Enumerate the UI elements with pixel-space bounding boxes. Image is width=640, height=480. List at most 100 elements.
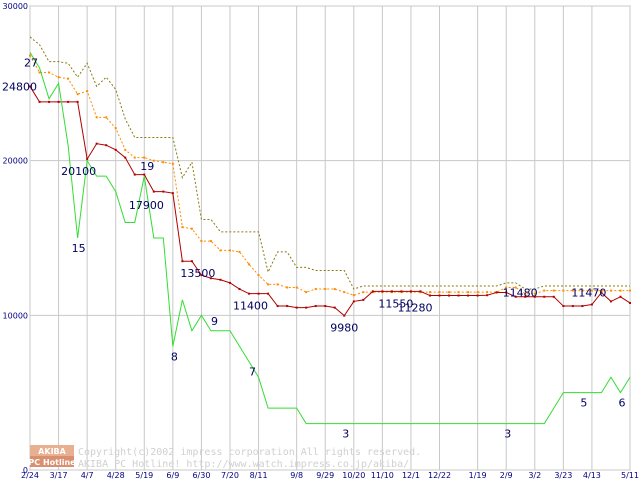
data-point: [457, 294, 460, 297]
data-label: 11470: [571, 287, 606, 300]
data-point: [600, 291, 603, 294]
x-tick-label: 8/11: [250, 471, 268, 480]
data-point: [229, 281, 231, 284]
x-tick-label: 9/8: [290, 471, 303, 480]
data-point: [486, 294, 489, 297]
data-point: [162, 190, 165, 193]
data-label: 11550: [378, 297, 413, 310]
data-point: [552, 289, 555, 292]
data-point: [133, 173, 136, 176]
data-point: [48, 100, 51, 103]
data-point: [533, 295, 536, 298]
data-point: [629, 301, 631, 304]
data-point: [305, 291, 308, 294]
data-point: [324, 305, 327, 308]
data-label: 19: [140, 160, 154, 173]
data-point: [238, 288, 241, 291]
data-point: [219, 249, 222, 252]
data-point: [352, 300, 355, 303]
url-watermark: AKIBA PC Hotline! http://www.watch.impre…: [78, 459, 409, 470]
data-label: 8: [171, 350, 178, 363]
x-tick-label: 1/19: [469, 471, 487, 480]
data-point: [114, 127, 117, 130]
data-point: [581, 289, 584, 292]
data-label: 11280: [398, 302, 433, 315]
data-label: 27: [24, 56, 38, 69]
data-point: [257, 274, 260, 277]
data-point: [609, 289, 612, 292]
data-point: [476, 294, 479, 297]
data-point: [448, 294, 451, 297]
data-point: [29, 54, 31, 57]
data-point: [286, 286, 289, 289]
x-tick-label: 3/23: [554, 471, 572, 480]
y-tick-label: 10000: [3, 311, 28, 320]
data-point: [467, 291, 470, 294]
data-point: [38, 100, 41, 103]
data-point: [562, 289, 565, 292]
data-point: [295, 306, 298, 309]
x-tick-label: 4/7: [81, 471, 94, 480]
data-point: [324, 288, 327, 291]
data-point: [286, 305, 289, 308]
data-point: [86, 90, 89, 93]
data-point: [209, 277, 212, 280]
data-point: [590, 289, 593, 292]
data-point: [238, 250, 241, 253]
data-point: [505, 286, 508, 289]
data-label: 11480: [503, 286, 538, 299]
data-point: [200, 274, 203, 277]
x-tick-label: 11/10: [371, 471, 394, 480]
y-tick-label: 0: [23, 466, 28, 475]
x-tick-label: 10/20: [342, 471, 365, 480]
data-point: [143, 173, 146, 176]
logo-box-top: [30, 445, 74, 456]
data-point: [57, 76, 60, 79]
data-point: [352, 294, 355, 297]
data-label: 15: [72, 242, 86, 255]
series-line-2: [29, 86, 631, 317]
data-point: [562, 305, 565, 308]
data-point: [171, 162, 174, 165]
data-label: 20100: [61, 165, 96, 178]
data-point: [495, 291, 498, 294]
data-point: [362, 291, 365, 294]
data-label: 24800: [2, 80, 37, 93]
data-point: [105, 144, 108, 147]
data-label: 3: [504, 428, 511, 441]
data-point: [448, 291, 451, 294]
data-point: [295, 286, 298, 289]
x-tick-label: 12/1: [402, 471, 420, 480]
data-point: [48, 71, 51, 74]
data-point: [371, 290, 374, 293]
data-label: 5: [580, 397, 587, 410]
y-tick-label: 30000: [3, 2, 28, 11]
data-point: [467, 294, 470, 297]
x-tick-label: 5/19: [135, 471, 153, 480]
data-point: [181, 226, 184, 229]
data-point: [219, 278, 222, 281]
data-point: [571, 289, 574, 292]
data-point: [438, 291, 441, 294]
x-tick-label: 2/24: [21, 471, 39, 480]
data-point: [457, 291, 460, 294]
data-point: [629, 289, 631, 292]
x-tick-label: 5/11: [621, 471, 639, 480]
data-point: [438, 294, 441, 297]
data-point: [524, 295, 527, 298]
data-point: [314, 288, 317, 291]
series-line-0: [29, 36, 630, 290]
data-point: [543, 295, 546, 298]
data-label: 9: [211, 315, 218, 328]
data-point: [486, 291, 489, 294]
logo-box-bottom: [30, 456, 74, 467]
data-point: [362, 298, 365, 301]
x-tick-label: 2/9: [500, 471, 513, 480]
data-label: 11400: [233, 300, 268, 313]
data-point: [257, 292, 260, 295]
data-point: [314, 305, 317, 308]
data-point: [105, 116, 108, 119]
data-point: [143, 156, 146, 159]
x-tick-label: 3/2: [528, 471, 541, 480]
data-point: [114, 148, 117, 151]
